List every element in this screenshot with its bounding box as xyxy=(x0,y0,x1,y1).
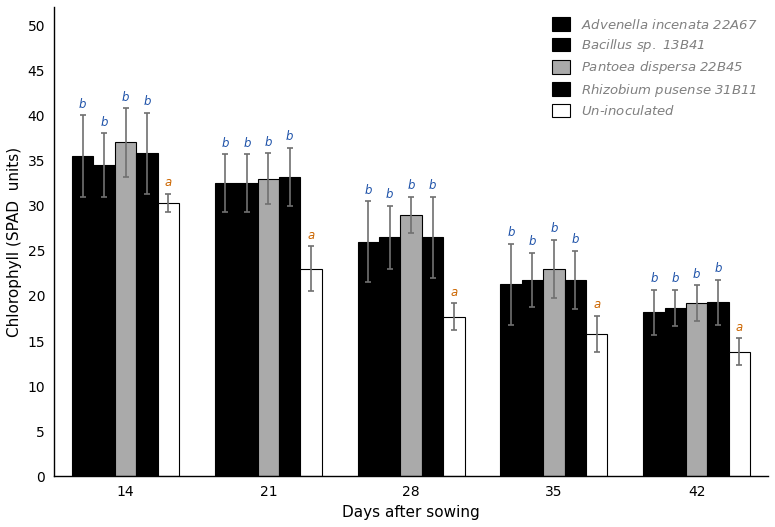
Text: b: b xyxy=(408,179,415,192)
Bar xyxy=(664,308,686,476)
Text: b: b xyxy=(143,95,150,108)
Text: b: b xyxy=(243,136,250,150)
Bar xyxy=(379,237,401,476)
Text: b: b xyxy=(122,91,129,104)
Bar xyxy=(643,312,664,476)
Text: b: b xyxy=(715,262,722,275)
Text: b: b xyxy=(386,188,394,201)
Text: b: b xyxy=(693,268,701,280)
Bar xyxy=(157,203,179,476)
Bar xyxy=(686,303,708,476)
Text: a: a xyxy=(736,321,743,334)
Text: b: b xyxy=(529,235,536,248)
Text: b: b xyxy=(508,226,515,239)
Bar xyxy=(215,183,236,476)
Text: a: a xyxy=(450,286,457,299)
Bar xyxy=(565,280,586,476)
Text: b: b xyxy=(264,136,272,149)
Text: b: b xyxy=(286,130,294,143)
Text: a: a xyxy=(593,298,601,311)
Text: b: b xyxy=(222,136,229,150)
Bar xyxy=(115,142,136,476)
Text: b: b xyxy=(671,272,679,285)
Bar xyxy=(257,179,279,476)
Bar xyxy=(301,269,322,476)
Bar xyxy=(422,237,443,476)
X-axis label: Days after sowing: Days after sowing xyxy=(343,505,480,520)
Bar xyxy=(401,214,422,476)
Legend: $\it{Advenella}$ $\it{incenata}$ 22A67, $\it{Bacillus}$ $\it{sp.}$ 13B41, $\it{P: $\it{Advenella}$ $\it{incenata}$ 22A67, … xyxy=(548,14,762,122)
Bar xyxy=(236,183,257,476)
Bar xyxy=(72,156,94,476)
Text: b: b xyxy=(429,179,436,192)
Text: b: b xyxy=(101,116,108,129)
Bar xyxy=(728,352,750,476)
Bar xyxy=(357,242,379,476)
Text: b: b xyxy=(571,233,579,246)
Bar xyxy=(94,165,115,476)
Bar xyxy=(136,153,157,476)
Bar xyxy=(543,269,565,476)
Text: b: b xyxy=(364,183,372,197)
Bar xyxy=(586,334,608,476)
Bar xyxy=(279,177,301,476)
Text: a: a xyxy=(308,229,315,242)
Text: b: b xyxy=(79,98,87,111)
Text: b: b xyxy=(550,222,558,236)
Bar xyxy=(501,284,522,476)
Bar xyxy=(443,317,465,476)
Y-axis label: Chlorophyll (SPAD  units): Chlorophyll (SPAD units) xyxy=(7,147,22,337)
Bar xyxy=(708,302,728,476)
Bar xyxy=(522,280,543,476)
Text: b: b xyxy=(650,272,657,285)
Text: a: a xyxy=(165,177,172,189)
